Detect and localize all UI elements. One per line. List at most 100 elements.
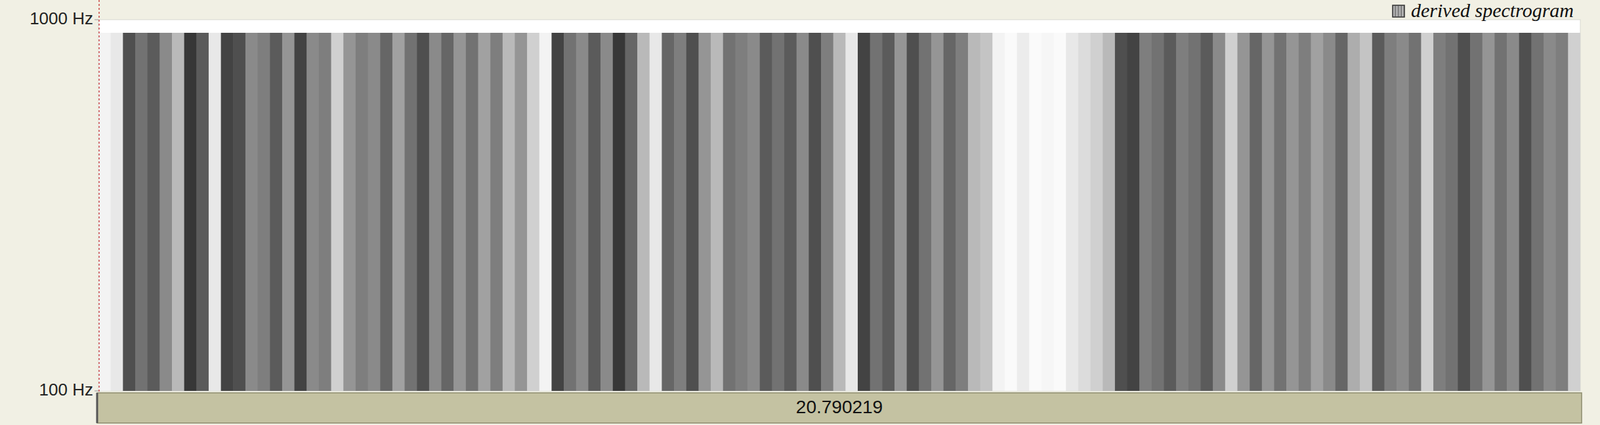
y-tick (94, 391, 99, 392)
spectrogram-column (563, 32, 577, 392)
spectrogram-column (551, 32, 564, 392)
title-icon (1392, 5, 1405, 18)
spectrogram-column (171, 32, 185, 392)
spectrogram-column (245, 32, 258, 392)
title-icon-hatch (1399, 5, 1401, 17)
spectrogram-column (1396, 32, 1410, 392)
spectrogram-column (992, 32, 1005, 392)
spectrogram-column (318, 32, 332, 392)
spectrogram-column (1567, 32, 1581, 392)
duration-label: 20.790219 (796, 397, 883, 418)
y-tick (94, 19, 99, 21)
spectrogram-column (282, 32, 295, 392)
spectrogram-column (1176, 32, 1189, 392)
spectrogram-column (931, 32, 944, 392)
spectrogram-column (1543, 32, 1557, 392)
spectrogram-column (821, 32, 834, 392)
spectrogram-column (771, 32, 785, 392)
spectrogram-column (1409, 32, 1422, 392)
duration-bar-edge (96, 393, 99, 424)
spectrogram-column (1359, 32, 1373, 392)
spectrogram-column (968, 32, 981, 392)
spectrogram-column (110, 32, 124, 392)
spectrogram-column (833, 32, 846, 392)
spectrogram-column (612, 32, 626, 392)
spectrogram-column (1372, 32, 1385, 392)
spectrogram-column (147, 32, 161, 392)
spectrogram-column (894, 32, 907, 392)
spectrogram-column (1445, 32, 1459, 392)
spectrogram-column (1078, 32, 1091, 392)
spectrogram-column (1470, 32, 1483, 392)
spectrogram-column (1004, 32, 1018, 392)
spectrogram-column (686, 32, 699, 392)
spectrogram-column (1041, 32, 1054, 392)
spectrogram-column (845, 32, 858, 392)
spectrogram-column (441, 32, 455, 392)
spectrogram-column (1065, 32, 1079, 392)
spectrogram-column (1286, 32, 1299, 392)
spectrogram-column (759, 32, 773, 392)
y-tick-label: 1000 Hz (29, 8, 94, 29)
spectrogram-column (1298, 32, 1312, 392)
spectrogram-column (906, 32, 920, 392)
spectrogram-column (1273, 32, 1287, 392)
spectrogram-column (490, 32, 503, 392)
spectrogram-column (122, 32, 136, 392)
spectrogram-column (600, 32, 613, 392)
spectrogram-column (784, 32, 797, 392)
spectrogram-column (943, 32, 957, 392)
spectrogram-column (1556, 32, 1569, 392)
spectrogram-column (1262, 32, 1275, 392)
spectrogram-column (1457, 32, 1471, 392)
spectrogram-column (882, 32, 895, 392)
spectrogram-column (588, 32, 601, 392)
spectrogram-column (955, 32, 969, 392)
title: derived spectrogram (1410, 0, 1574, 22)
spectrogram-column (1519, 32, 1532, 392)
duration-bar (97, 393, 1582, 424)
spectrogram-column (1090, 32, 1104, 392)
spectrogram-column (918, 32, 932, 392)
spectrogram-column (1164, 32, 1177, 392)
spectrogram-column (98, 32, 111, 392)
spectrogram-column (453, 32, 466, 392)
spectrogram-column (661, 32, 674, 392)
spectrogram-column (477, 32, 491, 392)
spectrogram-column (723, 32, 736, 392)
spectrogram-column (649, 32, 663, 392)
spectrogram-column (343, 32, 356, 392)
spectrogram-column (392, 32, 405, 392)
spectrogram-column (196, 32, 209, 392)
spectrogram-column (576, 32, 589, 392)
spectrogram-column (698, 32, 711, 392)
plot-frame (98, 19, 1581, 392)
spectrogram-column (980, 32, 993, 392)
spectrogram-column (355, 32, 369, 392)
spectrogram-column (269, 32, 283, 392)
spectrogram-column (306, 32, 319, 392)
spectrogram-column (1225, 32, 1238, 392)
spectrogram-column (294, 32, 308, 392)
spectrogram-column (221, 32, 234, 392)
cursor-line (98, 0, 100, 425)
spectrogram-column (1212, 32, 1226, 392)
spectrogram-column (1531, 32, 1544, 392)
spectrogram-column (1127, 32, 1140, 392)
spectrogram-column (808, 32, 822, 392)
spectrogram-column (796, 32, 810, 392)
spectrogram-column (1188, 32, 1201, 392)
spectrogram-column (1323, 32, 1336, 392)
spectrogram-column (404, 32, 418, 392)
spectrogram-column (1506, 32, 1520, 392)
spectrogram-column (1482, 32, 1495, 392)
spectrogram-column (870, 32, 883, 392)
spectrogram-column (416, 32, 430, 392)
spectrogram-column (1433, 32, 1446, 392)
spectrogram-column (1237, 32, 1250, 392)
spectrogram-column (526, 32, 540, 392)
spectrogram-column (331, 32, 344, 392)
spectrogram-column (1053, 32, 1067, 392)
spectrogram-column (379, 32, 393, 392)
spectrogram-column (1102, 32, 1116, 392)
